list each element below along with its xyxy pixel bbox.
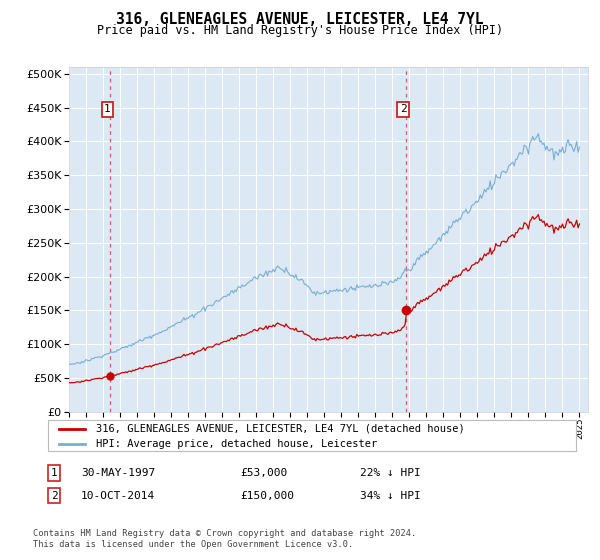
Text: 1: 1	[104, 104, 111, 114]
Text: 30-MAY-1997: 30-MAY-1997	[81, 468, 155, 478]
Text: 316, GLENEAGLES AVENUE, LEICESTER, LE4 7YL: 316, GLENEAGLES AVENUE, LEICESTER, LE4 7…	[116, 12, 484, 27]
Text: 2: 2	[50, 491, 58, 501]
Text: 316, GLENEAGLES AVENUE, LEICESTER, LE4 7YL (detached house): 316, GLENEAGLES AVENUE, LEICESTER, LE4 7…	[95, 423, 464, 433]
Text: £150,000: £150,000	[240, 491, 294, 501]
Text: 10-OCT-2014: 10-OCT-2014	[81, 491, 155, 501]
Text: Contains HM Land Registry data © Crown copyright and database right 2024.
This d: Contains HM Land Registry data © Crown c…	[33, 529, 416, 549]
Text: HPI: Average price, detached house, Leicester: HPI: Average price, detached house, Leic…	[95, 439, 377, 449]
Text: 1: 1	[50, 468, 58, 478]
Text: 22% ↓ HPI: 22% ↓ HPI	[360, 468, 421, 478]
Text: Price paid vs. HM Land Registry's House Price Index (HPI): Price paid vs. HM Land Registry's House …	[97, 24, 503, 36]
Text: 34% ↓ HPI: 34% ↓ HPI	[360, 491, 421, 501]
Text: 2: 2	[400, 104, 406, 114]
Text: £53,000: £53,000	[240, 468, 287, 478]
